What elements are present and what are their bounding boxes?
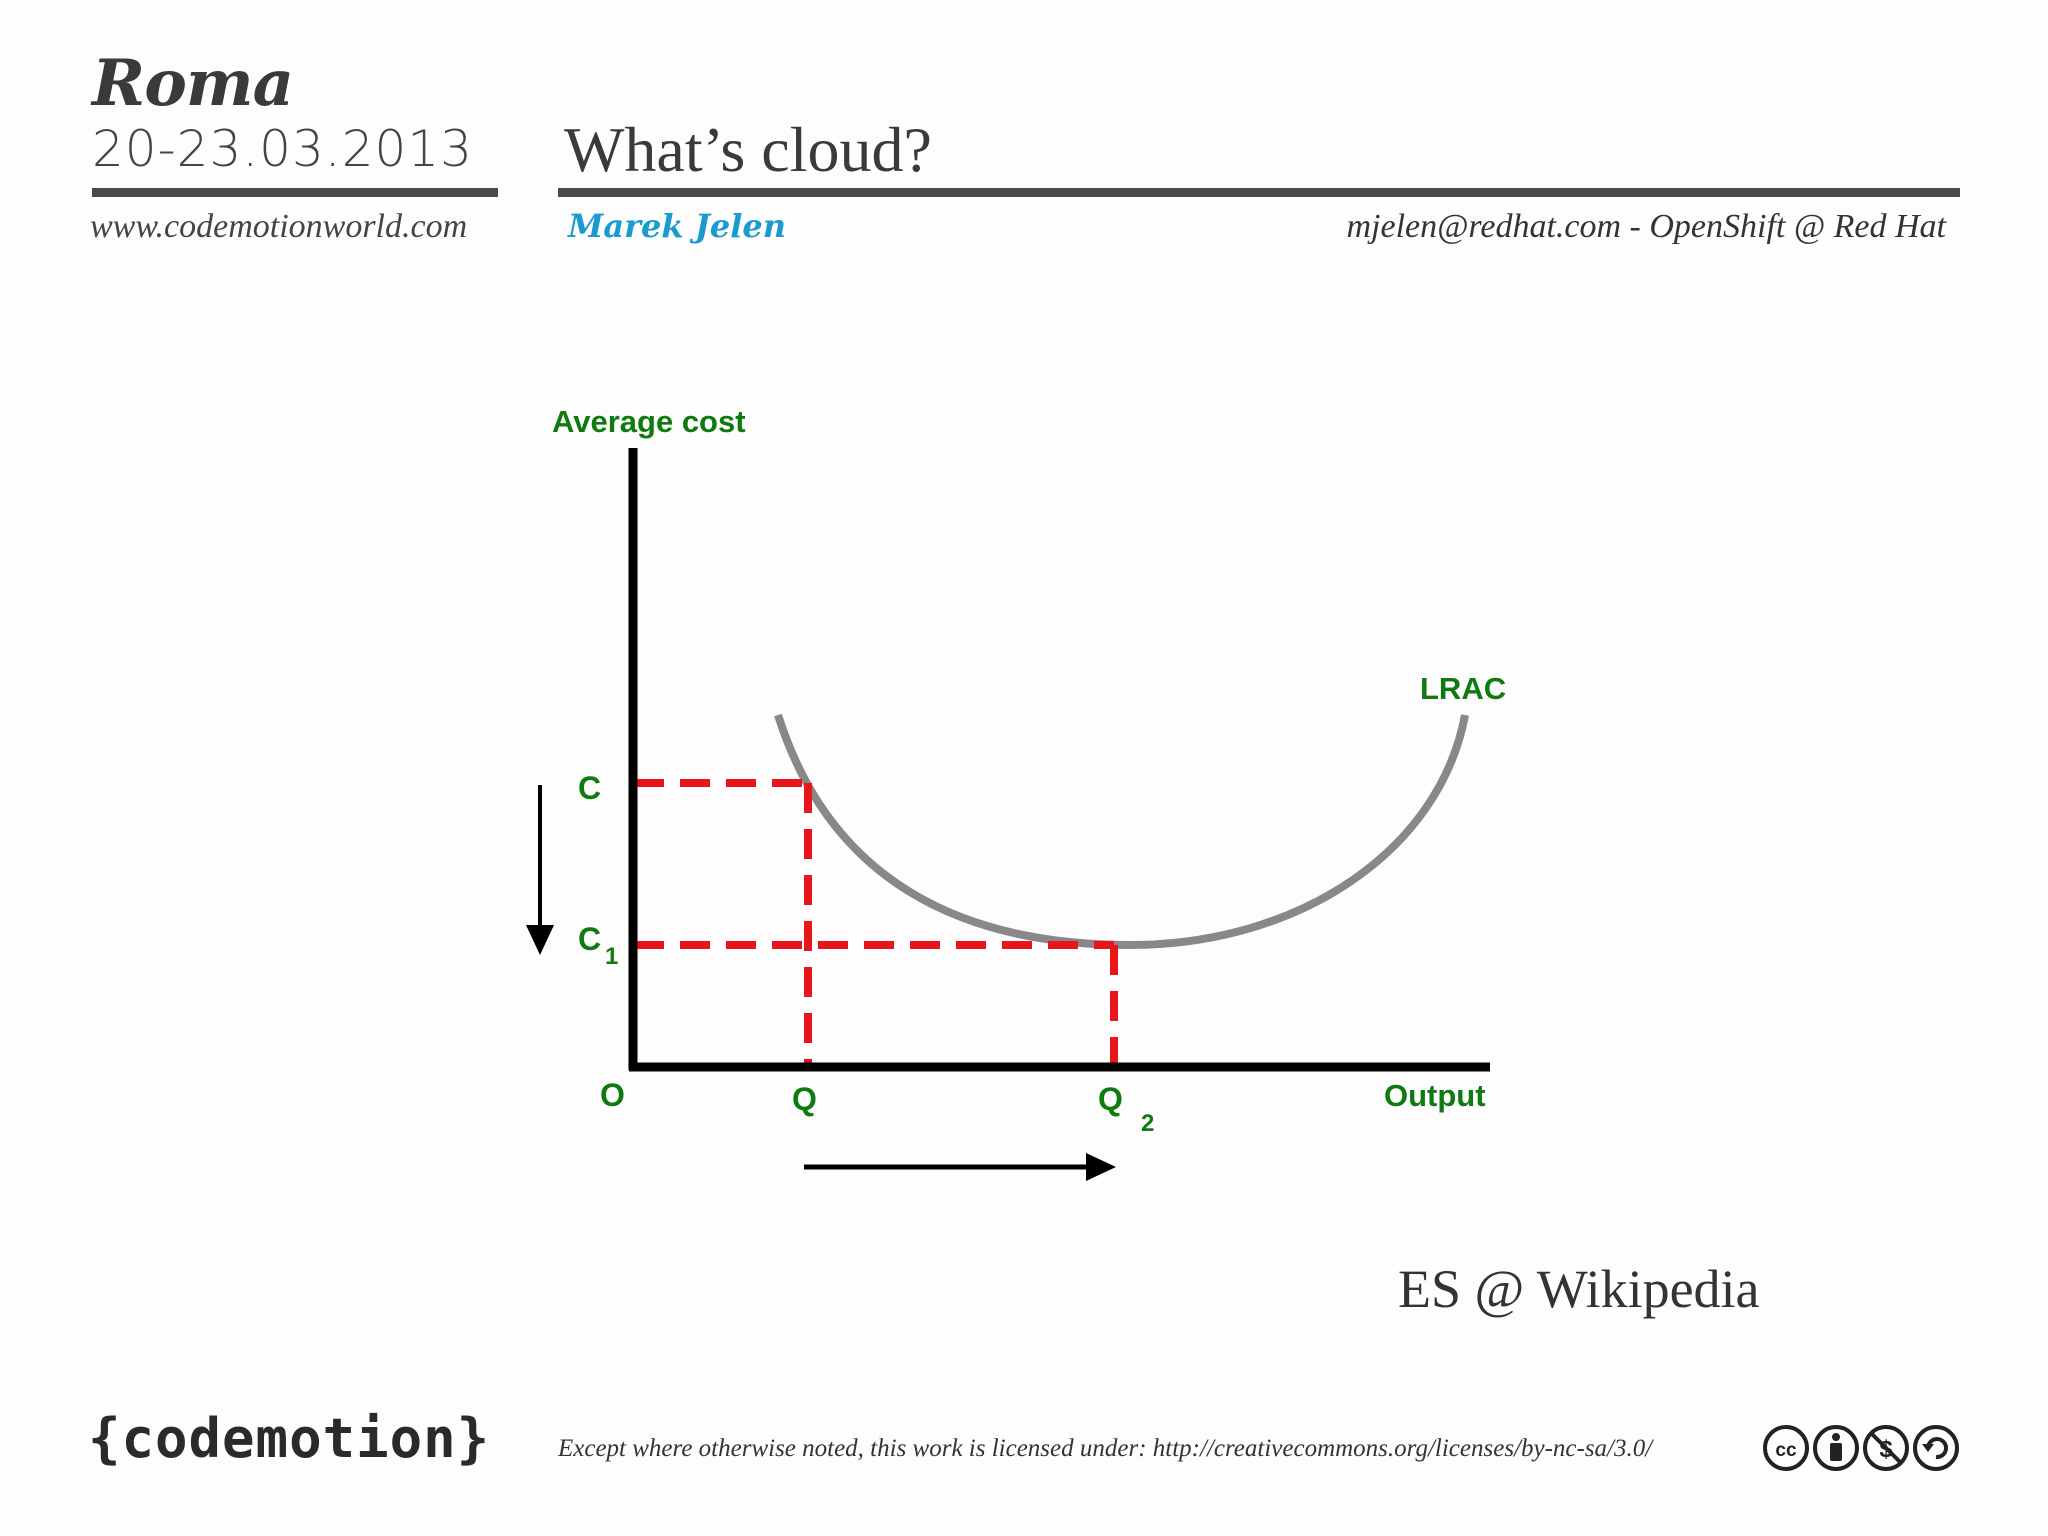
origin-label: O [600,1077,625,1113]
author-name: Marek Jelen [568,207,786,245]
qty-q-label: Q [792,1081,817,1117]
sa-icon [1913,1425,1959,1471]
cost-down-arrowhead [526,925,554,955]
cc-icon: cc [1763,1425,1809,1471]
event-city: Roma [92,46,294,121]
by-icon [1813,1425,1859,1471]
y-axis-label: Average cost [552,404,746,439]
contact-info: mjelen@redhat.com - OpenShift @ Red Hat [1346,208,1947,245]
header-rule-left [92,188,498,197]
lrac-curve [774,713,1469,950]
image-source: ES @ Wikipedia [1398,1259,1760,1319]
slide-title: What’s cloud? [564,114,932,185]
cost-c-label: C [578,770,601,806]
nc-icon: $ [1863,1425,1909,1471]
x-axis-label: Output [1384,1078,1486,1113]
website-link[interactable]: www.codemotionworld.com [90,208,468,245]
qty-q2-label: Q [1098,1081,1123,1117]
svg-text:cc: cc [1775,1440,1797,1461]
cost-c1-subscript: 1 [605,943,618,970]
header-rule-right [558,188,1960,197]
license-text: Except where otherwise noted, this work … [558,1435,1653,1462]
event-dates: 20-23.03.2013 [92,120,473,178]
license-badges: cc $ [1763,1425,1959,1471]
cost-c1-label: C [578,921,601,957]
qty-q2-subscript: 2 [1141,1110,1154,1137]
codemotion-logo: {codemotion} [88,1407,491,1470]
curve-label: LRAC [1420,671,1506,706]
output-right-arrowhead [1086,1153,1116,1181]
